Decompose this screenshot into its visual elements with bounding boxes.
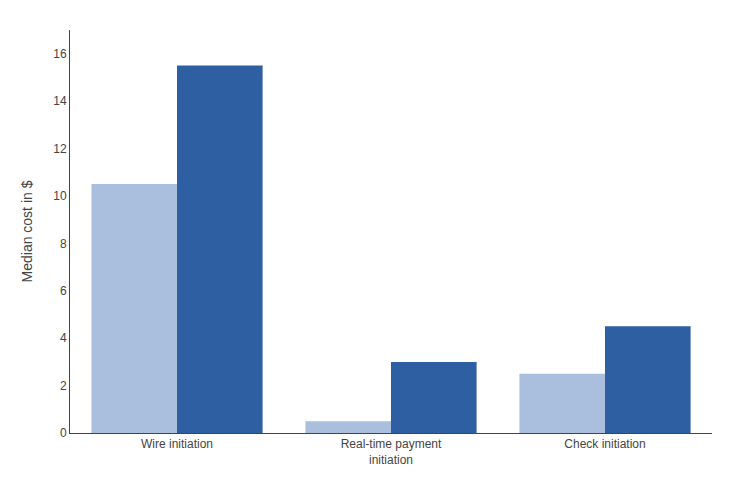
svg-text:16: 16 [53, 47, 67, 61]
svg-text:14: 14 [53, 94, 67, 108]
svg-text:0: 0 [60, 426, 67, 440]
svg-text:Median cost in $: Median cost in $ [19, 180, 35, 282]
svg-text:8: 8 [60, 237, 67, 251]
svg-text:6: 6 [60, 284, 67, 298]
svg-text:10: 10 [53, 189, 67, 203]
svg-text:Check initiation: Check initiation [564, 437, 645, 451]
svg-text:Real-time paymentinitiation: Real-time paymentinitiation [341, 437, 442, 467]
svg-text:12: 12 [53, 142, 67, 156]
svg-text:2: 2 [60, 379, 67, 393]
svg-text:4: 4 [60, 331, 67, 345]
svg-text:Wire initiation: Wire initiation [141, 437, 213, 451]
